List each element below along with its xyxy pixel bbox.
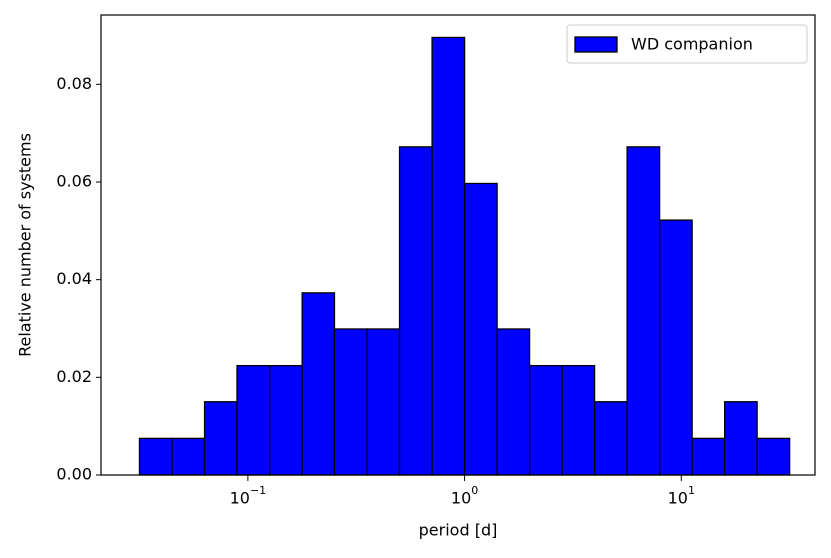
bar [756,437,791,476]
x-tick-label: 101 [668,484,695,508]
y-tick-label: 0.02 [56,367,92,386]
bar [333,328,368,476]
legend-label: WD companion [631,35,753,54]
bar [366,328,401,476]
bar [268,364,303,476]
y-tick-label: 0.06 [56,172,92,191]
x-axis-label: period [d] [419,521,498,540]
bar [496,328,531,476]
y-tick-label: 0.08 [56,74,92,93]
bar [723,401,758,476]
bar [528,364,563,476]
bar [236,364,271,476]
legend-box [566,24,808,64]
bar [691,437,726,476]
plot-frame [100,14,816,476]
bar [138,437,173,476]
y-tick-label: 0.00 [56,465,92,484]
x-tick-label: 10−1 [230,484,267,508]
bar [658,219,693,476]
bar [626,146,661,476]
legend-swatch [574,36,618,53]
bar [301,292,336,476]
bar [171,437,206,476]
x-tick-label: 100 [451,484,478,508]
bar [398,146,433,476]
bar [561,364,596,476]
bar [431,36,466,476]
bar [463,182,498,476]
bar [593,401,628,476]
y-axis-label: Relative number of systems [16,133,35,357]
bar [203,401,238,476]
y-tick-label: 0.04 [56,269,92,288]
